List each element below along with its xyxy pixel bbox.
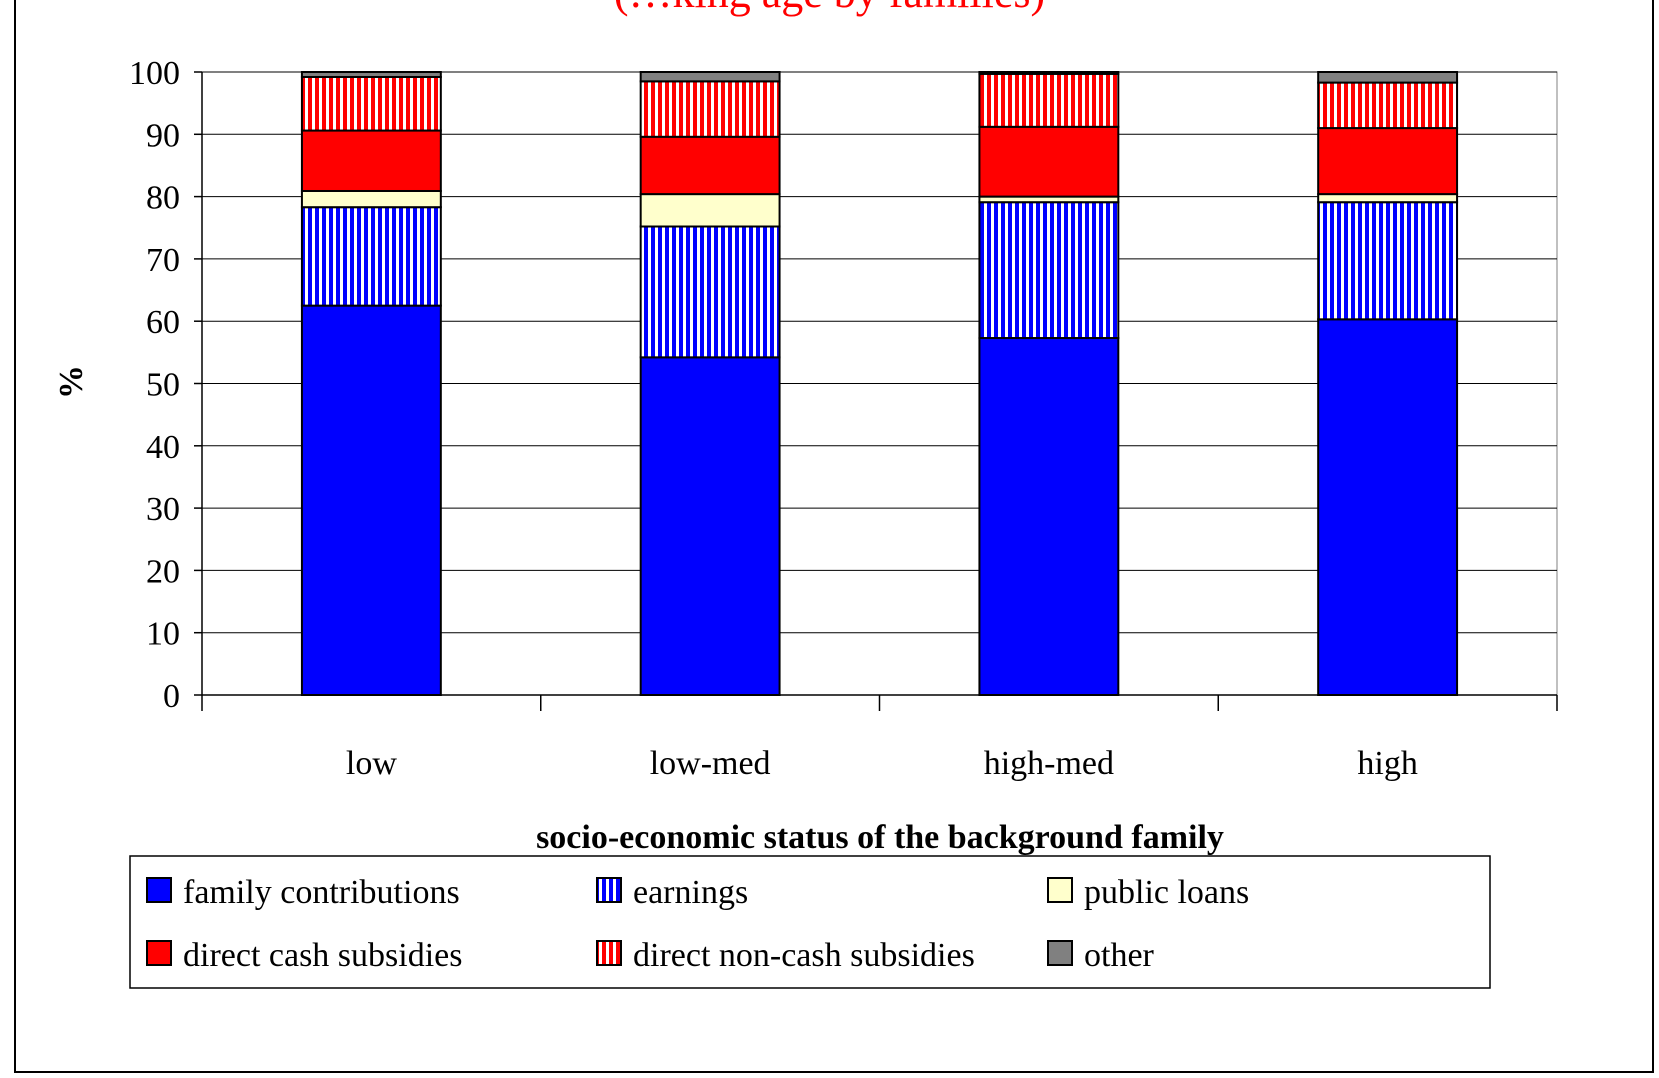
legend: family contributions earnings public loans… <box>129 855 1491 989</box>
bar-low-med-earnings <box>639 225 781 359</box>
bar-high-earnings <box>1317 201 1459 321</box>
bar-low-med-public-loans <box>639 193 781 228</box>
bar-high-direct-cash-subsidies <box>1317 127 1459 196</box>
bar-high-med-direct-cash-subsidies <box>978 125 1120 198</box>
bars <box>300 71 1459 696</box>
bar-high-public-loans <box>1317 193 1459 204</box>
chart-title: (…king age by families) <box>0 0 1659 18</box>
y-tick-label-90: 90 <box>146 117 180 154</box>
y-tick-label-40: 40 <box>146 429 180 466</box>
bar-low-public-loans <box>300 189 442 209</box>
y-tick-label-10: 10 <box>146 616 180 653</box>
bar-low-med-direct-non-cash-subsidies <box>639 80 781 138</box>
x-tick-label-high: high <box>1357 745 1417 782</box>
bar-high-med-direct-non-cash-subsidies <box>978 72 1120 128</box>
legend-label-earnings: earnings <box>633 874 748 911</box>
bar-low-earnings <box>300 206 442 307</box>
legend-label-public-loans: public loans <box>1084 874 1249 911</box>
y-tick-label-20: 20 <box>146 553 180 590</box>
x-axis-label: socio-economic status of the background … <box>536 819 1224 856</box>
x-tick-label-low-med: low-med <box>650 745 771 782</box>
bar-low-direct-cash-subsidies <box>300 129 442 192</box>
y-tick-label-60: 60 <box>146 304 180 341</box>
legend-swatch-earnings <box>596 877 622 903</box>
bar-low-med-family-contributions <box>639 356 781 696</box>
x-axis: low low-med high-med high <box>201 694 1558 782</box>
legend-swatch-family-contributions <box>146 877 172 903</box>
y-tick-label-80: 80 <box>146 180 180 217</box>
bar-high-med-earnings <box>978 201 1120 340</box>
legend-label-family-contributions: family contributions <box>183 874 460 911</box>
legend-swatch-direct-non-cash-subsidies <box>596 940 622 966</box>
y-tick-label-50: 50 <box>146 367 180 404</box>
y-tick-label-0: 0 <box>163 678 180 715</box>
bar-high-med-family-contributions <box>978 337 1120 696</box>
y-axis: 0 10 20 30 40 50 60 70 80 90 100 <box>129 55 203 715</box>
bar-low-family-contributions <box>300 304 442 696</box>
legend-swatch-public-loans <box>1047 877 1073 903</box>
y-axis-label: % <box>53 365 90 399</box>
x-tick-label-low: low <box>346 745 397 782</box>
legend-label-direct-cash-subsidies: direct cash subsidies <box>183 937 463 974</box>
bar-high-med-other <box>978 71 1120 75</box>
bar-low-med-direct-cash-subsidies <box>639 135 781 196</box>
legend-box <box>129 855 1491 989</box>
legend-swatch-other <box>1047 940 1073 966</box>
x-tick-label-high-med: high-med <box>984 745 1114 782</box>
y-tick-label-70: 70 <box>146 242 180 279</box>
bar-high-direct-non-cash-subsidies <box>1317 81 1459 130</box>
bar-high-family-contributions <box>1317 318 1459 696</box>
legend-swatch-direct-cash-subsidies <box>146 940 172 966</box>
bar-low-direct-non-cash-subsidies <box>300 75 442 132</box>
bar-low-med-other <box>639 71 781 83</box>
y-tick-label-30: 30 <box>146 491 180 528</box>
bar-low-other <box>300 71 442 78</box>
legend-label-other: other <box>1084 937 1155 974</box>
y-tick-label-100: 100 <box>129 55 180 92</box>
legend-label-direct-non-cash-subsidies: direct non-cash subsidies <box>633 937 975 974</box>
bar-high-other <box>1317 71 1459 84</box>
